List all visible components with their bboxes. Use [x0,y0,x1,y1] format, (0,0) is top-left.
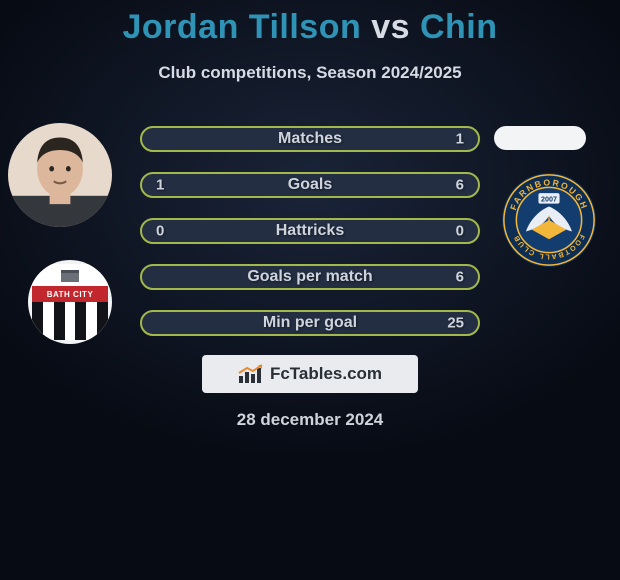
stat-row: Matches1 [140,126,480,152]
bars-arrow-icon [238,364,264,384]
fctables-logo: FcTables.com [202,355,418,393]
stat-row: Hattricks0 0 [140,218,480,244]
stat-value-left: 0 [156,223,164,240]
player-right-avatar-placeholder [494,126,586,150]
stat-value-right: 25 [447,315,464,332]
stat-label: Goals per match [142,268,478,286]
player-right-crest: FARNBOROUGH FOOTBALL CLUB 2007 [501,172,597,268]
svg-text:2007: 2007 [541,194,557,203]
stat-row: Min per goal25 [140,310,480,336]
stat-value-right: 1 [456,131,464,148]
stat-value-right: 6 [456,177,464,194]
stat-value-right: 6 [456,269,464,286]
player-left-crest: BATH CITY [28,260,112,344]
stat-label: Goals [142,176,478,194]
stat-label: Min per goal [142,314,478,332]
player-left-name: Jordan Tillson [122,8,361,46]
stat-label: Hattricks [142,222,478,240]
stat-row: Goals per match6 [140,264,480,290]
stat-value-left: 1 [156,177,164,194]
stat-row: Goals1 6 [140,172,480,198]
stat-label: Matches [142,130,478,148]
subtitle: Club competitions, Season 2024/2025 [0,63,620,83]
logo-text: FcTables.com [270,364,382,384]
player-right-name: Chin [420,8,498,46]
page-title: Jordan Tillson vs Chin [0,8,620,47]
crest-band-text: BATH CITY [32,286,108,302]
comparison-card: Jordan Tillson vs Chin Club competitions,… [0,0,620,580]
stat-value-right: 0 [456,223,464,240]
vs-separator: vs [371,8,410,46]
player-left-avatar [8,123,112,227]
date: 28 december 2024 [0,410,620,430]
